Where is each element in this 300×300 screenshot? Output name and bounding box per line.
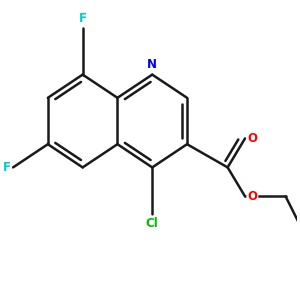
Text: O: O [247,190,257,203]
Text: N: N [147,58,157,71]
Text: O: O [247,132,257,145]
Text: Cl: Cl [146,217,159,230]
Text: F: F [79,12,87,25]
Text: F: F [3,161,11,174]
